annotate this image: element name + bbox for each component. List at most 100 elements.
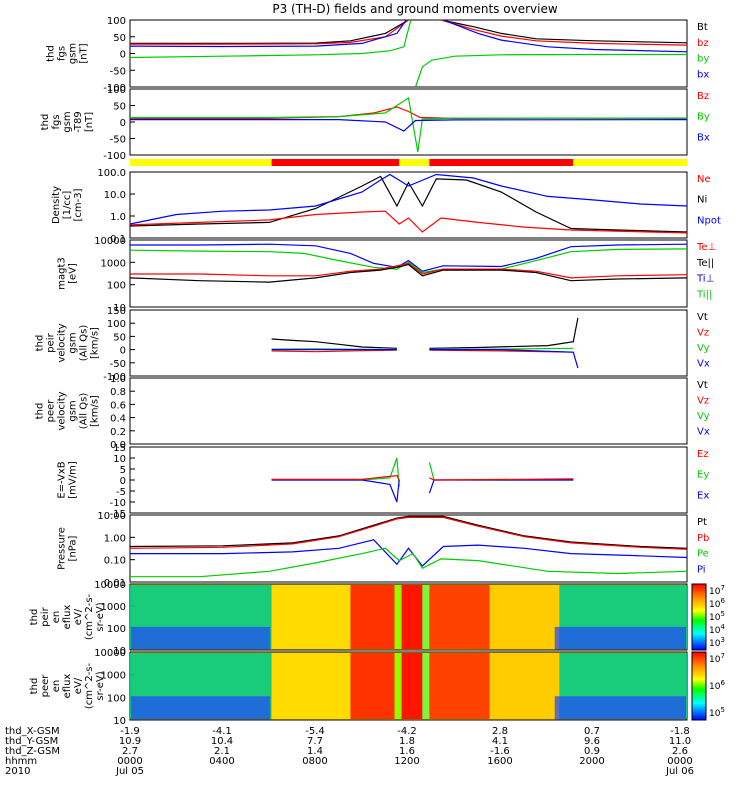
y-tick-label: 100 (107, 16, 126, 27)
y-axis-label: velocity (57, 391, 68, 430)
ephemeris-value: 2.6 (672, 746, 688, 757)
y-axis-label: [1/cc] (62, 191, 73, 220)
legend-label: Vt (697, 312, 708, 323)
series-line (443, 19, 688, 53)
y-axis-label: eV/ (73, 677, 84, 694)
y-axis-label: magt3 (57, 257, 68, 290)
bar-segment (429, 159, 574, 166)
series-line (129, 515, 688, 549)
y-tick-label: 1.00 (104, 533, 126, 544)
y-tick-label: 10.0 (104, 190, 126, 201)
y-tick-label: 100 (107, 693, 126, 704)
y-axis-label: thd (35, 403, 46, 420)
series-line (130, 19, 409, 44)
ephemeris-value: -4.1 (212, 726, 232, 737)
legend-label: Ti|| (696, 289, 712, 300)
y-tick-label: -50 (110, 359, 126, 370)
spectrum-band (394, 585, 402, 649)
y-tick-label: 1000 (101, 602, 126, 613)
panel-11: thd peer en eflux eV/(cm^2-s-sr-eV) 10000 1000… (29, 648, 725, 727)
legend-label: by (697, 54, 709, 65)
spectrum-band (429, 653, 490, 719)
y-tick-label: 0.6 (110, 400, 126, 411)
ephemeris-value: 0800 (302, 756, 327, 767)
ephemeris-row-label: hhmm (5, 756, 37, 767)
panel-5: magt3 [eV] 10000 1000 100 10 Te⊥ Te|| Ti⊥ Ti|| (57, 236, 717, 314)
y-tick-label: 1000 (101, 258, 126, 269)
y-axis-label: [nT] (79, 43, 90, 63)
series-line (271, 479, 400, 503)
y-axis-label: [km/s] (90, 395, 101, 427)
colorbar-tick-label: 106 (709, 679, 725, 692)
y-tick-label: 0 (120, 118, 126, 129)
y-axis-label: eflux (62, 674, 73, 699)
spectrum-band (489, 653, 560, 719)
low-flux-band (554, 626, 686, 650)
ephemeris-value: Jul 06 (665, 766, 694, 777)
legend-label: Npot (697, 215, 721, 226)
y-axis-label: peir (40, 606, 51, 626)
y-tick-label: 0.0 (110, 440, 126, 451)
y-tick-label: -10 (110, 498, 126, 509)
y-tick-label: 0.01 (104, 578, 126, 589)
y-axis-label: [nT] (84, 112, 95, 132)
panel-frame (129, 514, 688, 583)
series-line (129, 173, 688, 225)
spectrum-band (401, 653, 423, 719)
ephemeris-row-label: 2010 (5, 766, 30, 777)
ephemeris-row-label: thd_Y-GSM (5, 736, 58, 747)
y-tick-label: 10000 (94, 580, 126, 591)
ephemeris-value: 11.0 (669, 736, 691, 747)
y-tick-label: 100 (107, 319, 126, 330)
y-axis-label: gsm (68, 400, 79, 421)
y-tick-label: 10 (113, 303, 126, 314)
y-axis-label: (All Qs) (79, 325, 90, 362)
y-axis-label: peer (40, 674, 51, 698)
legend-label: Ez (697, 449, 709, 460)
ephemeris-value: 2000 (579, 756, 604, 767)
series-line (129, 175, 688, 233)
bar-segment (573, 159, 687, 166)
y-tick-label: 1.0 (110, 212, 126, 223)
y-axis-label: gsm (68, 43, 79, 64)
series-line (130, 262, 688, 279)
legend-label: Pe (697, 549, 709, 560)
y-axis-label: (All Qs) (79, 393, 90, 430)
y-tick-label: 0 (120, 50, 126, 61)
y-tick-label: 0 (120, 346, 126, 357)
y-axis-label: thd (35, 335, 46, 352)
series-line (271, 349, 397, 353)
y-axis-label: thd (46, 45, 57, 62)
y-axis-label: Density (51, 186, 62, 224)
colorbar (691, 583, 707, 651)
spectrum-band (422, 653, 430, 719)
series-line (271, 338, 397, 349)
legend-label: Bt (697, 22, 708, 33)
ephemeris-value: 7.7 (307, 736, 323, 747)
series-line (130, 243, 688, 272)
y-tick-label: 100 (107, 281, 126, 292)
y-tick-label: 10 (113, 716, 126, 727)
ephemeris-value: -1.8 (670, 726, 690, 737)
bar-segment (271, 159, 400, 166)
y-tick-label: 50 (113, 102, 126, 113)
legend-label: Te⊥ (696, 242, 716, 253)
spectrum-band (350, 653, 395, 719)
y-axis-label: eflux (62, 605, 73, 630)
y-axis-label: [cm-3] (73, 188, 84, 221)
plot-title: P3 (TH-D) fields and ground moments over… (272, 2, 557, 16)
spectrum-band (271, 653, 351, 719)
y-tick-label: -100 (103, 83, 126, 94)
y-axis-label: [nPa] (68, 535, 79, 561)
y-tick-label: 100 (107, 85, 126, 96)
y-tick-label: 0 (120, 476, 126, 487)
series-line (429, 477, 574, 481)
y-axis-label: fgs (51, 114, 62, 129)
series-line (129, 263, 688, 283)
legend-label: Vz (697, 396, 709, 407)
y-tick-label: -100 (103, 151, 126, 162)
ephemeris-value: 0.7 (584, 726, 600, 737)
legend-label: Ni (697, 195, 707, 206)
y-axis-label: en (51, 680, 62, 693)
